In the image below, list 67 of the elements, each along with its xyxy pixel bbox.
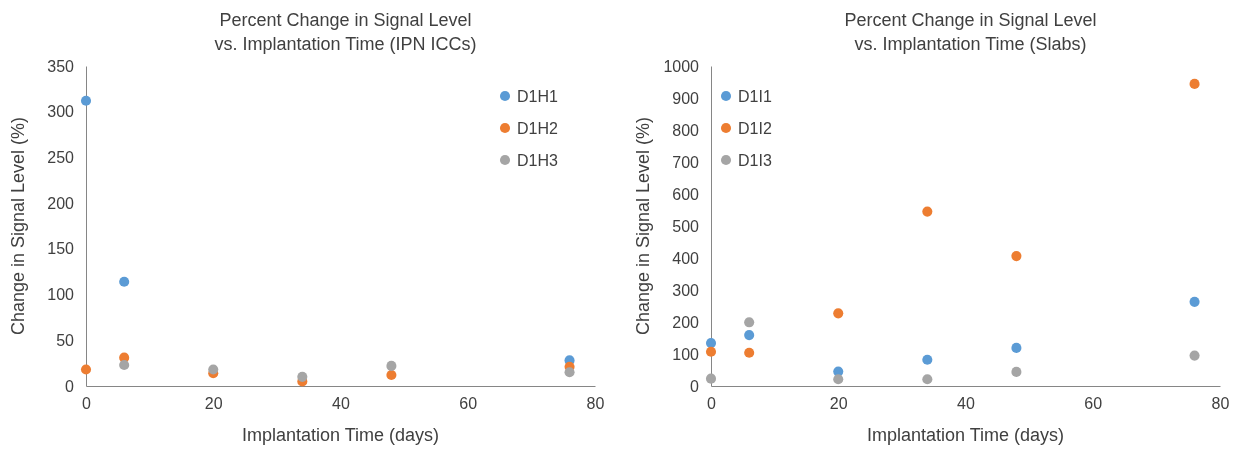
point	[1189, 78, 1200, 89]
point	[297, 371, 308, 382]
point	[833, 374, 844, 385]
x-tick-label: 40	[957, 395, 975, 413]
point	[208, 364, 219, 375]
legend-label: D1H3	[517, 152, 559, 169]
point	[922, 354, 933, 365]
legend-label: D1H1	[517, 88, 559, 105]
chart-title: Percent Change in Signal Level vs. Implantation Time (IPN ICCs)	[214, 10, 477, 54]
y-tick-label: 400	[672, 249, 700, 267]
x-tick-label: 60	[1084, 395, 1103, 413]
chart-title: Percent Change in Signal Level vs. Implantation Time (Slabs)	[844, 10, 1097, 54]
legend-label: D1I3	[738, 152, 772, 169]
legend-label: D1I1	[738, 88, 772, 105]
point	[1189, 296, 1200, 307]
x-axis-title: Implantation Time (days)	[866, 425, 1065, 445]
y-tick-label: 350	[47, 57, 75, 75]
y-axis-title: Change in Signal Level (%)	[8, 116, 28, 336]
y-tick-label: 250	[47, 149, 75, 167]
point	[922, 206, 933, 217]
point	[744, 317, 755, 328]
y-tick-label: 0	[690, 377, 700, 395]
point	[80, 95, 92, 106]
y-tick-label: 100	[672, 345, 700, 363]
y-tick-label: 50	[56, 331, 75, 349]
y-tick-label: 800	[672, 121, 700, 139]
point	[386, 360, 397, 371]
y-tick-label: 0	[65, 377, 75, 395]
point	[922, 374, 933, 385]
y-axis-title: Change in Signal Level (%)	[633, 116, 653, 336]
y-tick-label: 300	[47, 103, 75, 121]
legend-label: D1H2	[517, 120, 559, 137]
y-tick-label: 200	[47, 194, 75, 212]
y-tick-label: 900	[672, 89, 700, 107]
point	[1011, 251, 1022, 262]
legend-label: D1I2	[738, 120, 772, 137]
point	[1011, 342, 1022, 353]
y-tick-label: 700	[672, 153, 700, 171]
y-tick-label: 600	[672, 185, 700, 203]
x-axis-title: Implantation Time (days)	[241, 425, 440, 445]
x-tick-label: 40	[332, 395, 350, 413]
point	[705, 346, 717, 357]
y-tick-label: 100	[47, 286, 75, 304]
point	[119, 359, 130, 371]
y-tick-label: 1000	[663, 57, 700, 75]
point	[744, 330, 755, 341]
point	[705, 338, 717, 349]
x-tick-label: 80	[586, 395, 605, 413]
y-tick-label: 300	[672, 281, 700, 299]
point	[386, 369, 397, 381]
point	[80, 364, 92, 375]
x-tick-label: 20	[204, 395, 223, 413]
point	[119, 276, 130, 287]
point	[1189, 350, 1200, 361]
y-tick-label: 150	[47, 240, 75, 258]
point	[833, 308, 844, 319]
x-tick-label: 80	[1211, 395, 1230, 413]
y-tick-label: 200	[672, 313, 700, 331]
point	[744, 347, 755, 358]
y-tick-label: 500	[672, 217, 700, 235]
point	[564, 367, 575, 378]
x-tick-label: 0	[707, 395, 717, 413]
point	[705, 373, 717, 384]
point	[1011, 366, 1022, 377]
x-tick-label: 0	[82, 395, 92, 413]
x-tick-label: 60	[459, 395, 478, 413]
x-tick-label: 20	[829, 395, 848, 413]
